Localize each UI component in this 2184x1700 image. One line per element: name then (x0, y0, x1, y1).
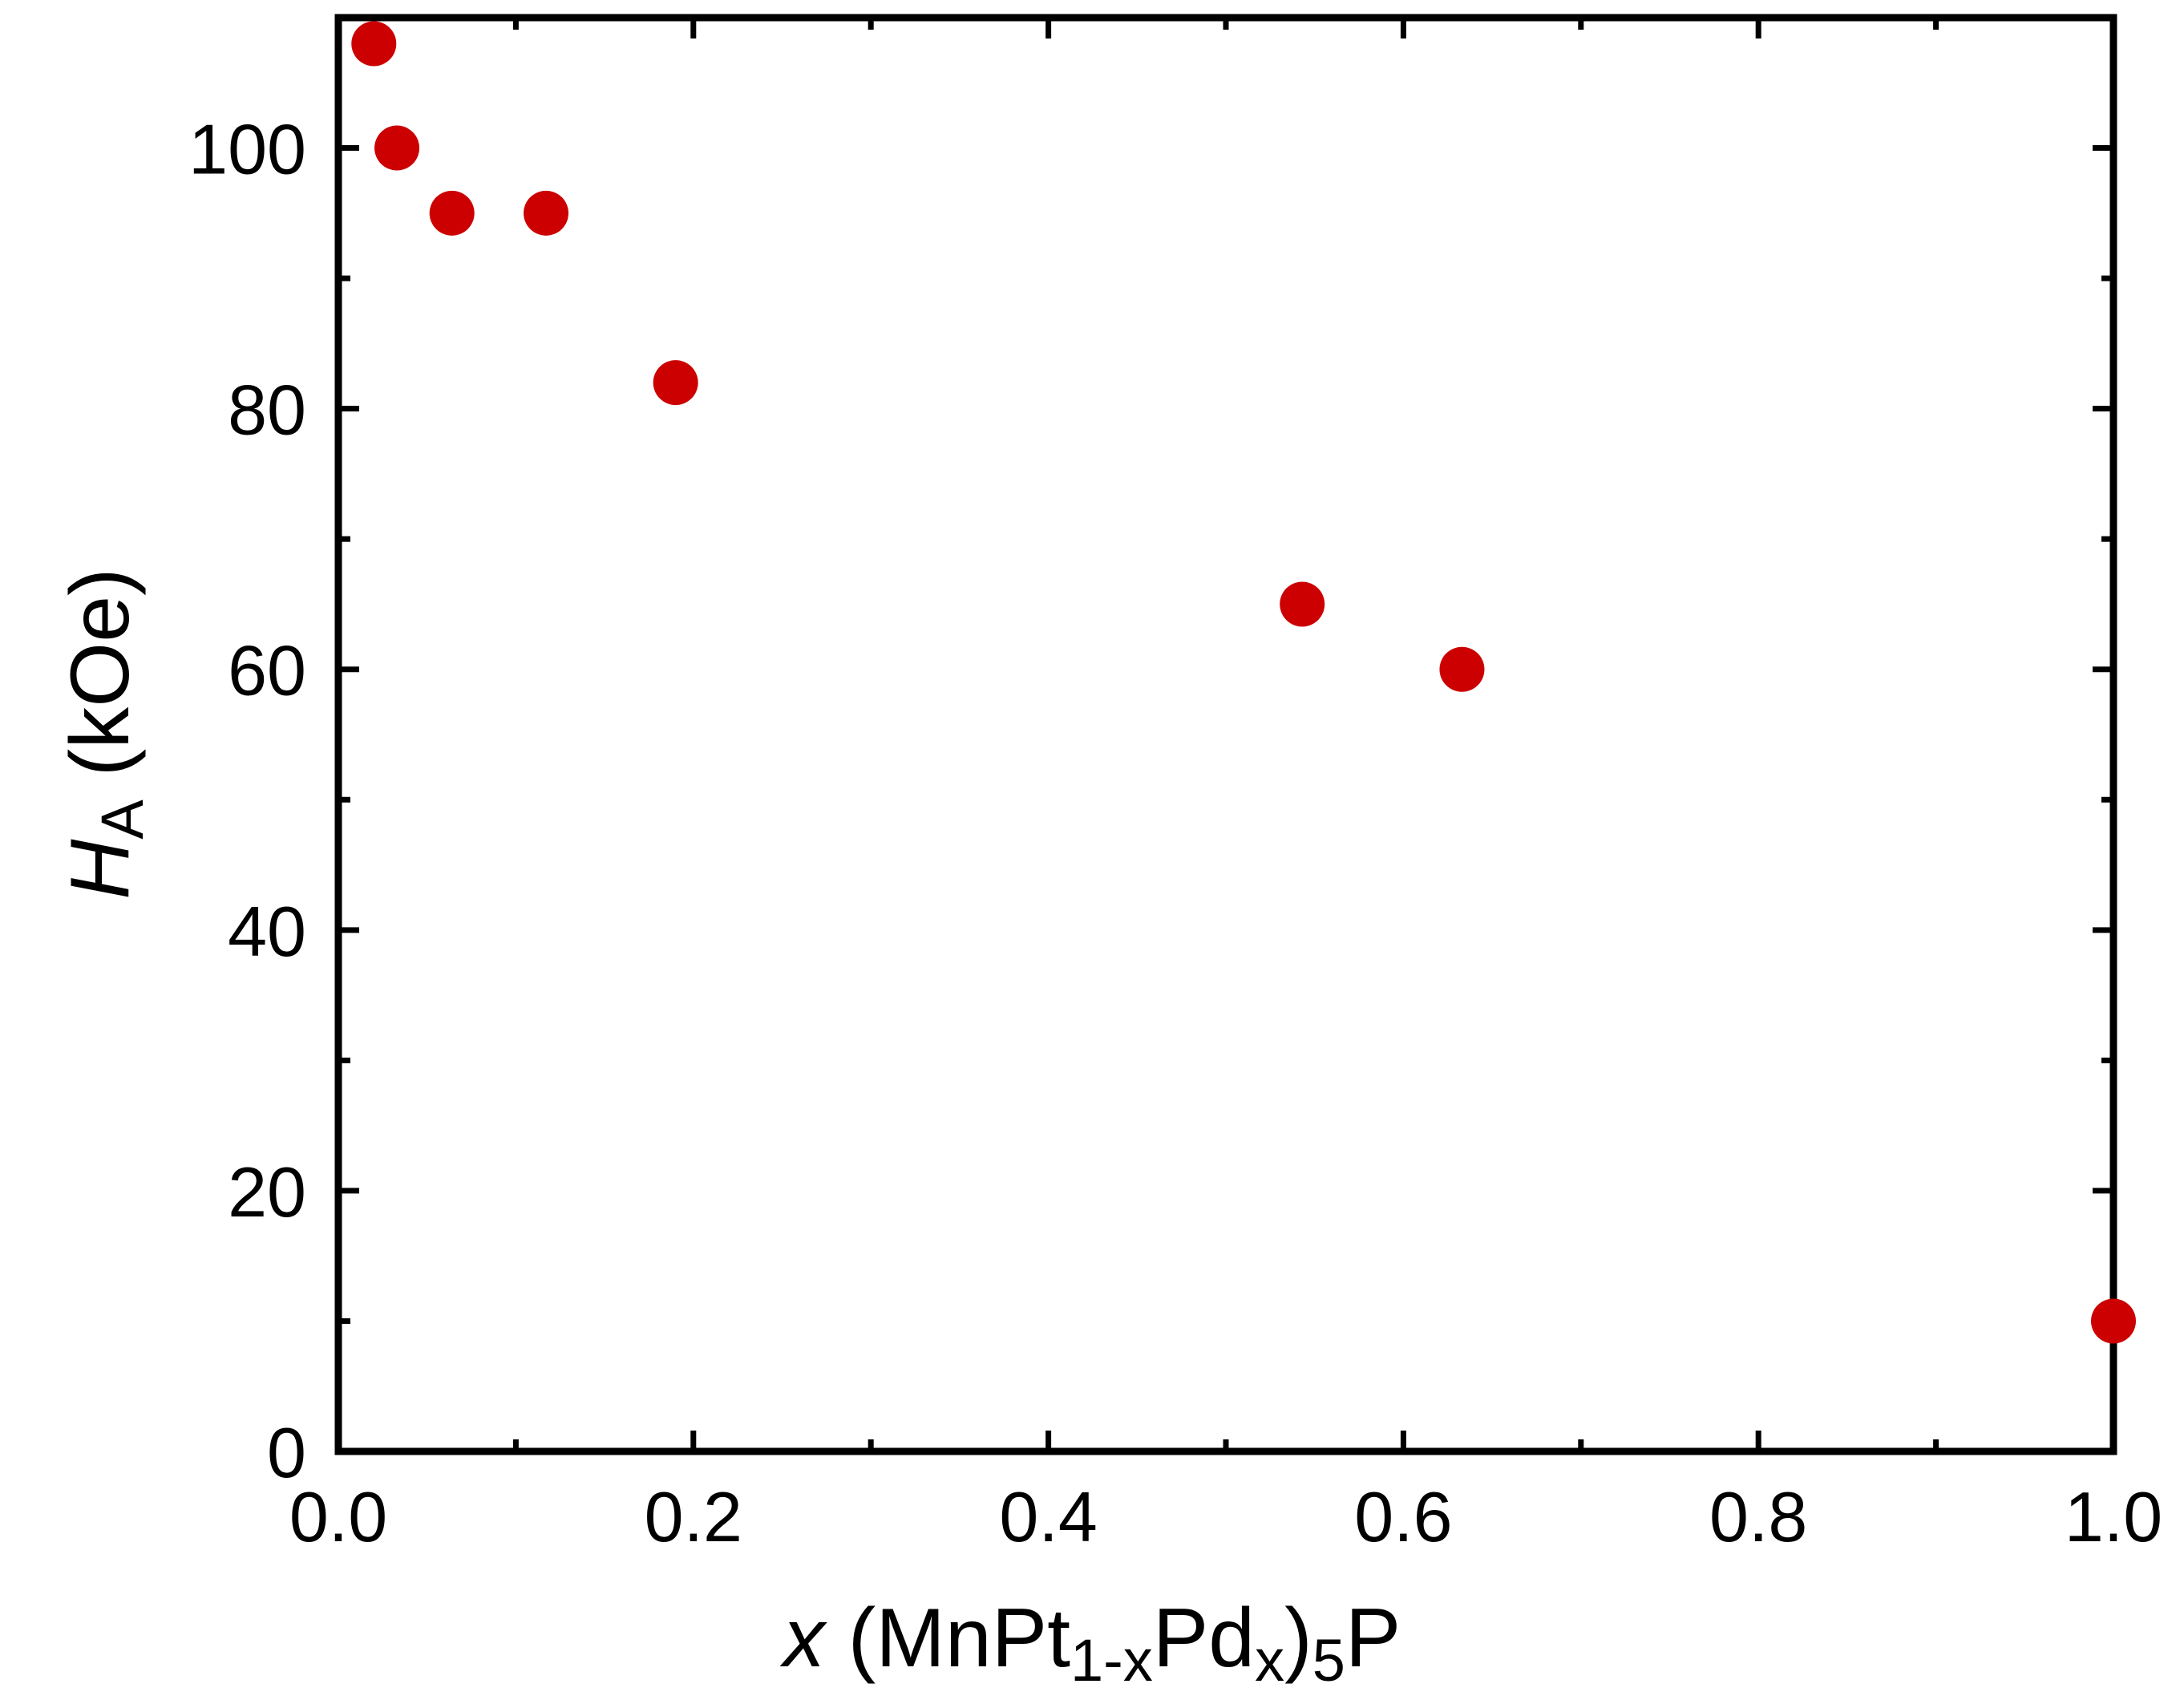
data-point (1280, 581, 1325, 627)
data-point (429, 190, 475, 236)
data-point (1439, 646, 1485, 692)
data-point (524, 190, 569, 236)
y-tick-label: 0 (267, 1413, 306, 1492)
x-tick-label: 0.6 (1354, 1477, 1452, 1556)
x-tick-label: 0.2 (645, 1477, 742, 1556)
data-point (653, 360, 698, 406)
y-axis-title: HA (kOe) (54, 568, 156, 899)
y-axis: 0 20 40 60 80 100 (188, 110, 2113, 1492)
data-point (374, 125, 420, 171)
y-tick-label: 100 (188, 110, 306, 189)
plot-frame (334, 14, 2117, 1455)
x-tick-label: 1.0 (2065, 1477, 2162, 1556)
x-tick-label: 0.4 (999, 1477, 1097, 1556)
data-point (351, 21, 397, 67)
plot-area (334, 14, 2117, 1455)
y-tick-label: 60 (228, 631, 306, 710)
y-tick-label: 20 (228, 1152, 306, 1232)
x-tick-label: 0.8 (1709, 1477, 1807, 1556)
data-point (2091, 1298, 2136, 1344)
x-tick-label: 0.0 (289, 1477, 387, 1556)
x-axis: 0.0 0.2 0.4 0.6 0.8 1.0 (289, 18, 2162, 1556)
y-tick-label: 80 (228, 370, 306, 450)
x-axis-title: x (MnPt1-xPdx)5P (779, 1592, 1401, 1694)
data-markers (351, 21, 2136, 1344)
y-tick-label: 40 (228, 892, 306, 971)
